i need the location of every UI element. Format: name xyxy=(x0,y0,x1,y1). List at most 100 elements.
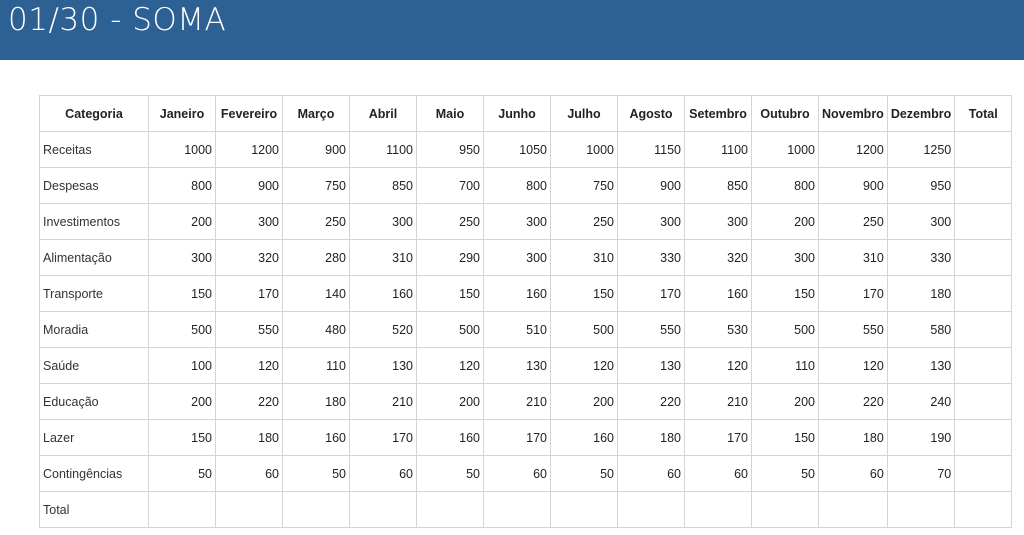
value-cell[interactable]: 300 xyxy=(349,203,417,240)
value-cell[interactable]: 300 xyxy=(751,239,819,276)
value-cell[interactable]: 200 xyxy=(416,383,484,420)
value-cell[interactable]: 160 xyxy=(684,275,752,312)
column-header[interactable]: Outubro xyxy=(751,95,819,132)
value-cell[interactable]: 250 xyxy=(282,203,350,240)
value-cell[interactable]: 330 xyxy=(886,239,956,276)
value-cell[interactable]: 120 xyxy=(550,347,618,384)
value-cell[interactable]: 250 xyxy=(416,203,484,240)
value-cell[interactable]: 160 xyxy=(416,419,484,456)
value-cell[interactable]: 300 xyxy=(483,203,551,240)
value-cell[interactable]: 320 xyxy=(684,239,752,276)
column-header[interactable]: Agosto xyxy=(617,95,685,132)
value-cell[interactable]: 150 xyxy=(148,275,216,312)
value-cell[interactable]: 900 xyxy=(215,167,283,204)
value-cell[interactable]: 120 xyxy=(684,347,752,384)
value-cell[interactable]: 300 xyxy=(483,239,551,276)
value-cell[interactable]: 1100 xyxy=(349,131,417,168)
value-cell[interactable]: 50 xyxy=(416,455,484,492)
value-cell[interactable]: 210 xyxy=(349,383,417,420)
value-cell[interactable]: 120 xyxy=(215,347,283,384)
value-cell[interactable]: 550 xyxy=(215,311,283,348)
value-cell[interactable]: 530 xyxy=(684,311,752,348)
value-cell[interactable]: 310 xyxy=(818,239,888,276)
value-cell[interactable]: 60 xyxy=(483,455,551,492)
value-cell[interactable] xyxy=(215,491,283,528)
value-cell[interactable]: 200 xyxy=(751,383,819,420)
column-header[interactable]: Novembro xyxy=(818,95,888,132)
value-cell[interactable]: 1250 xyxy=(886,131,956,168)
value-cell[interactable]: 210 xyxy=(684,383,752,420)
value-cell[interactable]: 180 xyxy=(617,419,685,456)
value-cell[interactable]: 200 xyxy=(751,203,819,240)
value-cell[interactable] xyxy=(416,491,484,528)
total-cell[interactable] xyxy=(954,419,1013,456)
value-cell[interactable]: 520 xyxy=(349,311,417,348)
category-cell[interactable]: Total xyxy=(39,491,149,528)
value-cell[interactable]: 300 xyxy=(684,203,752,240)
category-cell[interactable]: Contingências xyxy=(39,455,149,492)
value-cell[interactable]: 110 xyxy=(751,347,819,384)
value-cell[interactable] xyxy=(684,491,752,528)
value-cell[interactable]: 170 xyxy=(483,419,551,456)
value-cell[interactable]: 220 xyxy=(617,383,685,420)
value-cell[interactable]: 280 xyxy=(282,239,350,276)
value-cell[interactable] xyxy=(148,491,216,528)
value-cell[interactable]: 290 xyxy=(416,239,484,276)
column-header[interactable]: Total xyxy=(954,95,1013,132)
value-cell[interactable]: 300 xyxy=(215,203,283,240)
value-cell[interactable]: 550 xyxy=(617,311,685,348)
value-cell[interactable]: 1050 xyxy=(483,131,551,168)
value-cell[interactable]: 180 xyxy=(282,383,350,420)
value-cell[interactable]: 250 xyxy=(550,203,618,240)
value-cell[interactable] xyxy=(282,491,350,528)
value-cell[interactable] xyxy=(886,491,956,528)
column-header[interactable]: Maio xyxy=(416,95,484,132)
total-cell[interactable] xyxy=(954,203,1013,240)
value-cell[interactable]: 220 xyxy=(215,383,283,420)
value-cell[interactable]: 310 xyxy=(349,239,417,276)
value-cell[interactable]: 750 xyxy=(282,167,350,204)
column-header[interactable]: Categoria xyxy=(39,95,149,132)
value-cell[interactable]: 1000 xyxy=(751,131,819,168)
column-header[interactable]: Dezembro xyxy=(886,95,956,132)
value-cell[interactable]: 160 xyxy=(349,275,417,312)
category-cell[interactable]: Saúde xyxy=(39,347,149,384)
value-cell[interactable]: 200 xyxy=(550,383,618,420)
value-cell[interactable]: 500 xyxy=(751,311,819,348)
value-cell[interactable]: 150 xyxy=(550,275,618,312)
value-cell[interactable]: 750 xyxy=(550,167,618,204)
value-cell[interactable]: 500 xyxy=(148,311,216,348)
value-cell[interactable]: 170 xyxy=(818,275,888,312)
value-cell[interactable]: 60 xyxy=(818,455,888,492)
value-cell[interactable]: 60 xyxy=(349,455,417,492)
value-cell[interactable]: 800 xyxy=(483,167,551,204)
value-cell[interactable]: 150 xyxy=(416,275,484,312)
value-cell[interactable]: 130 xyxy=(886,347,956,384)
value-cell[interactable]: 500 xyxy=(550,311,618,348)
value-cell[interactable]: 100 xyxy=(148,347,216,384)
value-cell[interactable]: 50 xyxy=(282,455,350,492)
value-cell[interactable]: 1150 xyxy=(617,131,685,168)
value-cell[interactable]: 240 xyxy=(886,383,956,420)
category-cell[interactable]: Despesas xyxy=(39,167,149,204)
value-cell[interactable]: 480 xyxy=(282,311,350,348)
total-cell[interactable] xyxy=(954,167,1013,204)
total-cell[interactable] xyxy=(954,275,1013,312)
value-cell[interactable]: 800 xyxy=(148,167,216,204)
value-cell[interactable]: 900 xyxy=(282,131,350,168)
value-cell[interactable]: 150 xyxy=(148,419,216,456)
value-cell[interactable]: 220 xyxy=(818,383,888,420)
category-cell[interactable]: Receitas xyxy=(39,131,149,168)
value-cell[interactable]: 180 xyxy=(215,419,283,456)
value-cell[interactable]: 1000 xyxy=(148,131,216,168)
value-cell[interactable]: 160 xyxy=(550,419,618,456)
value-cell[interactable]: 200 xyxy=(148,383,216,420)
value-cell[interactable]: 130 xyxy=(617,347,685,384)
value-cell[interactable]: 170 xyxy=(684,419,752,456)
value-cell[interactable]: 500 xyxy=(416,311,484,348)
value-cell[interactable] xyxy=(349,491,417,528)
value-cell[interactable]: 250 xyxy=(818,203,888,240)
value-cell[interactable]: 180 xyxy=(818,419,888,456)
value-cell[interactable]: 170 xyxy=(617,275,685,312)
value-cell[interactable]: 150 xyxy=(751,275,819,312)
